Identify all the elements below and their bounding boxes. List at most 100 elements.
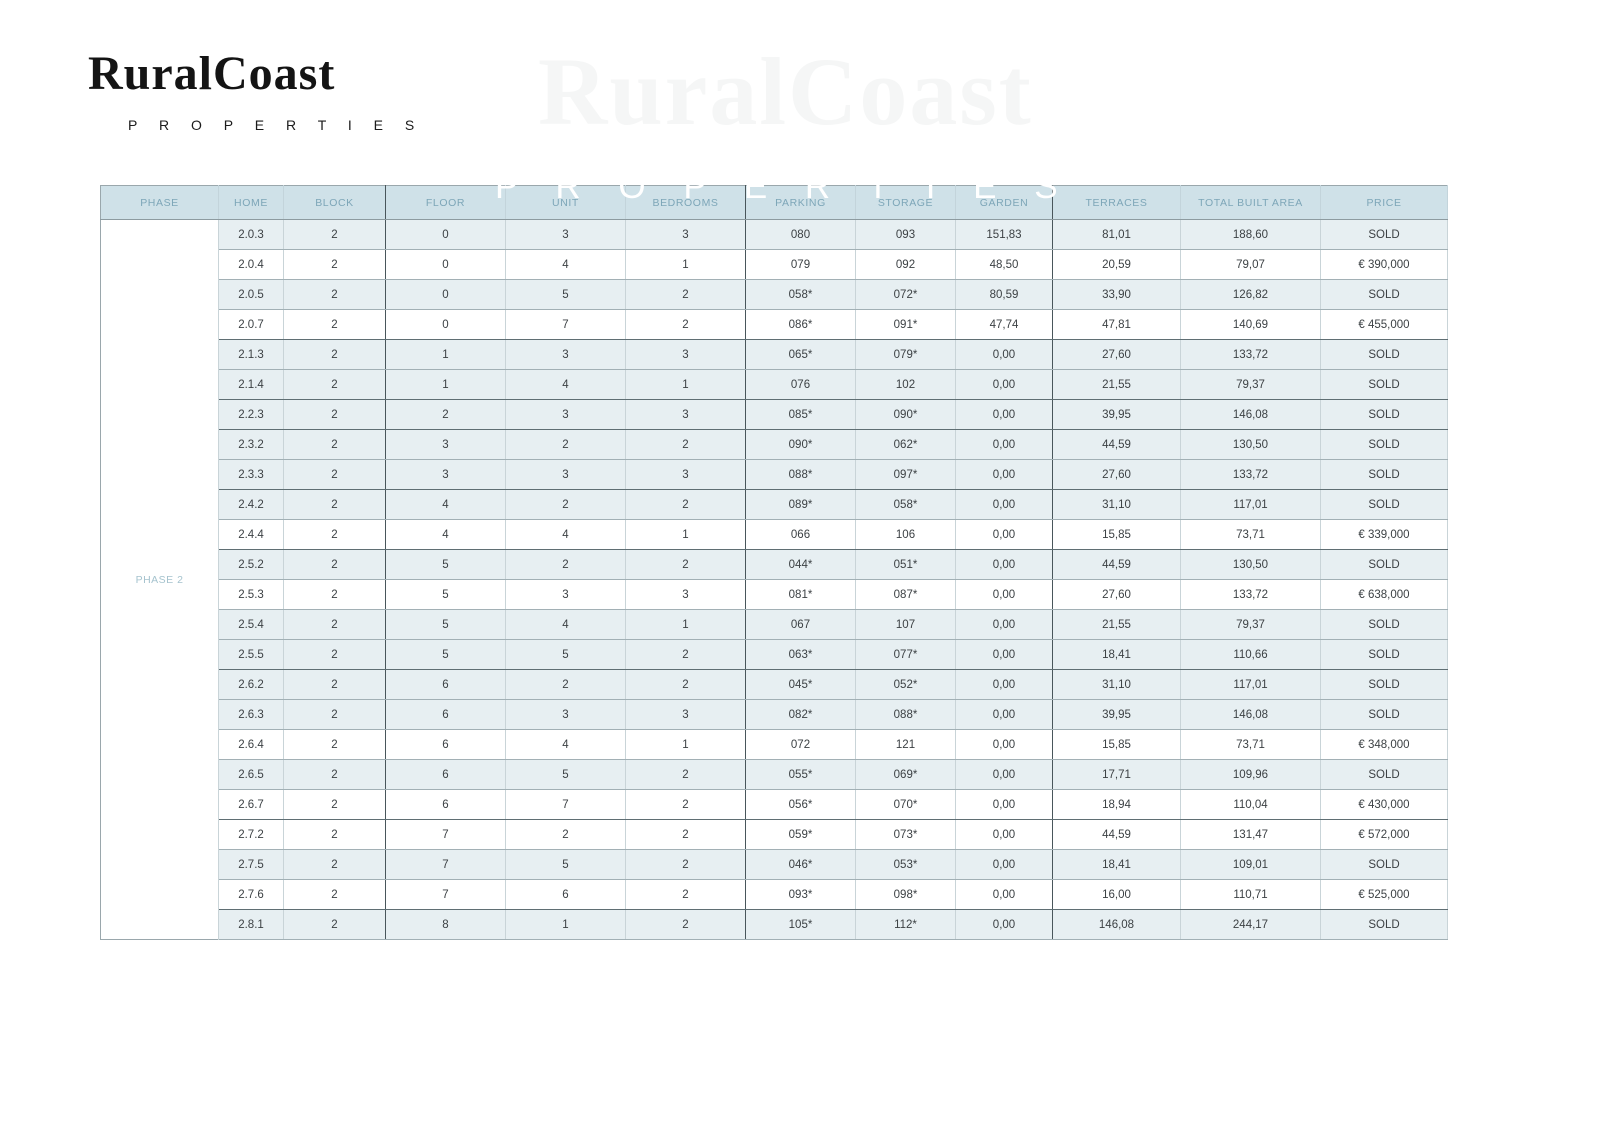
cell-storage: 098* bbox=[855, 879, 956, 910]
cell-total-built-area: 140,69 bbox=[1180, 309, 1321, 340]
cell-block: 2 bbox=[283, 669, 386, 700]
column-header-garden: GARDEN bbox=[955, 185, 1053, 220]
cell-total-built-area: 133,72 bbox=[1180, 339, 1321, 370]
cell-bedrooms: 2 bbox=[625, 279, 746, 310]
cell-total-built-area: 131,47 bbox=[1180, 819, 1321, 850]
table-row: 2.7.6 2 7 6 2 093* 098* 0,00 16,00 110,71 € 525,00… bbox=[101, 879, 1448, 910]
cell-bedrooms: 3 bbox=[625, 459, 746, 490]
cell-parking: 046* bbox=[745, 849, 856, 880]
cell-garden: 151,83 bbox=[955, 219, 1053, 250]
cell-floor: 2 bbox=[385, 399, 506, 430]
cell-total-built-area: 126,82 bbox=[1180, 279, 1321, 310]
cell-garden: 0,00 bbox=[955, 429, 1053, 460]
cell-bedrooms: 2 bbox=[625, 549, 746, 580]
cell-storage: 088* bbox=[855, 699, 956, 730]
cell-home: 2.6.4 bbox=[218, 729, 284, 760]
cell-floor: 0 bbox=[385, 309, 506, 340]
cell-parking: 056* bbox=[745, 789, 856, 820]
cell-terraces: 44,59 bbox=[1052, 549, 1181, 580]
cell-unit: 2 bbox=[505, 429, 626, 460]
cell-block: 2 bbox=[283, 909, 386, 940]
cell-unit: 5 bbox=[505, 849, 626, 880]
cell-bedrooms: 2 bbox=[625, 789, 746, 820]
cell-total-built-area: 117,01 bbox=[1180, 489, 1321, 520]
cell-terraces: 18,94 bbox=[1052, 789, 1181, 820]
cell-parking: 058* bbox=[745, 279, 856, 310]
table-row: 2.6.2 2 6 2 2 045* 052* 0,00 31,10 117,01 SOLD bbox=[101, 669, 1448, 700]
table-row: PHASE 2 2.0.3 2 0 3 3 080 093 151,83 81,01 188,60 S… bbox=[100, 219, 1448, 940]
cell-unit: 4 bbox=[505, 519, 626, 550]
cell-total-built-area: 110,71 bbox=[1180, 879, 1321, 910]
cell-home: 2.7.2 bbox=[218, 819, 284, 850]
cell-unit: 4 bbox=[505, 609, 626, 640]
table-row: 2.8.1 2 8 1 2 105* 112* 0,00 146,08 244,17 SOLD bbox=[101, 909, 1448, 940]
table-row: 2.3.3 2 3 3 3 088* 097* 0,00 27,60 133,72 SOLD bbox=[101, 459, 1448, 490]
cell-garden: 0,00 bbox=[955, 549, 1053, 580]
cell-price: SOLD bbox=[1320, 369, 1448, 400]
cell-home: 2.3.2 bbox=[218, 429, 284, 460]
cell-total-built-area: 117,01 bbox=[1180, 669, 1321, 700]
table-row: 2.6.3 2 6 3 3 082* 088* 0,00 39,95 146,08 SOLD bbox=[101, 699, 1448, 730]
cell-floor: 0 bbox=[385, 249, 506, 280]
cell-terraces: 16,00 bbox=[1052, 879, 1181, 910]
cell-total-built-area: 79,37 bbox=[1180, 609, 1321, 640]
cell-unit: 7 bbox=[505, 789, 626, 820]
cell-price: € 430,000 bbox=[1320, 789, 1448, 820]
table-row: 2.6.5 2 6 5 2 055* 069* 0,00 17,71 109,96 SOLD bbox=[101, 759, 1448, 790]
cell-unit: 5 bbox=[505, 279, 626, 310]
cell-price: SOLD bbox=[1320, 399, 1448, 430]
cell-home: 2.7.6 bbox=[218, 879, 284, 910]
cell-bedrooms: 3 bbox=[625, 699, 746, 730]
cell-price: € 390,000 bbox=[1320, 249, 1448, 280]
cell-parking: 059* bbox=[745, 819, 856, 850]
cell-total-built-area: 130,50 bbox=[1180, 549, 1321, 580]
column-header-storage: STORAGE bbox=[855, 185, 956, 220]
brand-name: RuralCoast bbox=[88, 47, 336, 100]
cell-unit: 2 bbox=[505, 819, 626, 850]
cell-garden: 0,00 bbox=[955, 399, 1053, 430]
cell-terraces: 31,10 bbox=[1052, 489, 1181, 520]
cell-floor: 5 bbox=[385, 549, 506, 580]
cell-storage: 053* bbox=[855, 849, 956, 880]
cell-storage: 087* bbox=[855, 579, 956, 610]
cell-storage: 090* bbox=[855, 399, 956, 430]
cell-storage: 107 bbox=[855, 609, 956, 640]
table-row: 2.6.4 2 6 4 1 072 121 0,00 15,85 73,71 € 348,000 bbox=[101, 729, 1448, 760]
cell-terraces: 17,71 bbox=[1052, 759, 1181, 790]
cell-total-built-area: 146,08 bbox=[1180, 399, 1321, 430]
cell-garden: 47,74 bbox=[955, 309, 1053, 340]
cell-parking: 045* bbox=[745, 669, 856, 700]
cell-parking: 076 bbox=[745, 369, 856, 400]
cell-parking: 105* bbox=[745, 909, 856, 940]
cell-block: 2 bbox=[283, 549, 386, 580]
column-header-terraces: TERRACES bbox=[1052, 185, 1181, 220]
cell-home: 2.4.2 bbox=[218, 489, 284, 520]
cell-floor: 1 bbox=[385, 339, 506, 370]
cell-unit: 4 bbox=[505, 729, 626, 760]
cell-price: € 348,000 bbox=[1320, 729, 1448, 760]
cell-garden: 0,00 bbox=[955, 339, 1053, 370]
cell-price: SOLD bbox=[1320, 609, 1448, 640]
cell-home: 2.6.7 bbox=[218, 789, 284, 820]
cell-bedrooms: 2 bbox=[625, 309, 746, 340]
table-row: 2.1.4 2 1 4 1 076 102 0,00 21,55 79,37 SOLD bbox=[101, 369, 1448, 400]
cell-bedrooms: 2 bbox=[625, 909, 746, 940]
cell-floor: 7 bbox=[385, 849, 506, 880]
cell-price: SOLD bbox=[1320, 429, 1448, 460]
cell-storage: 097* bbox=[855, 459, 956, 490]
cell-storage: 052* bbox=[855, 669, 956, 700]
cell-terraces: 15,85 bbox=[1052, 729, 1181, 760]
cell-storage: 072* bbox=[855, 279, 956, 310]
cell-terraces: 39,95 bbox=[1052, 399, 1181, 430]
cell-garden: 0,00 bbox=[955, 909, 1053, 940]
cell-parking: 093* bbox=[745, 879, 856, 910]
cell-unit: 3 bbox=[505, 219, 626, 250]
cell-bedrooms: 2 bbox=[625, 669, 746, 700]
cell-home: 2.2.3 bbox=[218, 399, 284, 430]
cell-bedrooms: 2 bbox=[625, 819, 746, 850]
cell-home: 2.6.3 bbox=[218, 699, 284, 730]
cell-floor: 7 bbox=[385, 879, 506, 910]
cell-price: € 525,000 bbox=[1320, 879, 1448, 910]
cell-block: 2 bbox=[283, 309, 386, 340]
cell-total-built-area: 146,08 bbox=[1180, 699, 1321, 730]
